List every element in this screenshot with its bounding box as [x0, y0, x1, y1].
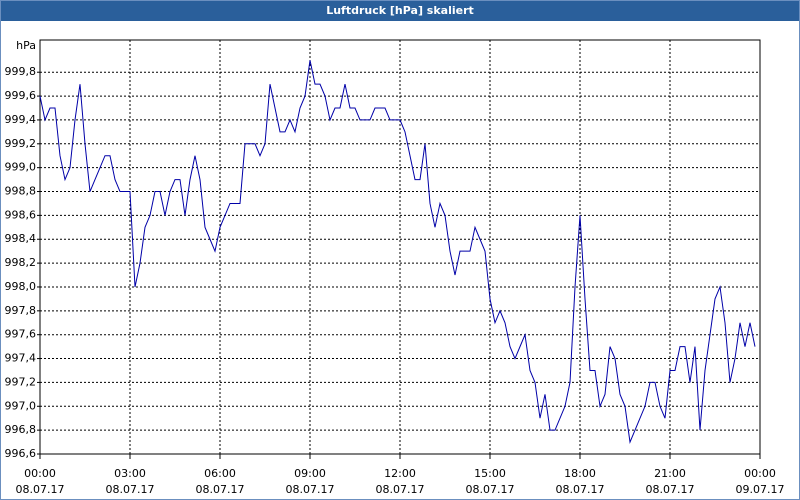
- plot-area: [40, 40, 760, 454]
- x-tick-label: 21:00: [654, 467, 686, 480]
- x-tick-label: 06:00: [204, 467, 236, 480]
- x-tick-date: 08.07.17: [646, 483, 695, 496]
- x-tick-label: 12:00: [384, 467, 416, 480]
- window-title: Luftdruck [hPa] skaliert: [1, 1, 799, 21]
- y-tick-label: 998,2: [5, 256, 37, 269]
- y-tick-label: 999,4: [5, 113, 37, 126]
- x-tick-label: 00:00: [744, 467, 776, 480]
- x-tick-date: 09.07.17: [736, 483, 785, 496]
- x-tick-label: 00:00: [24, 467, 56, 480]
- x-tick-date: 08.07.17: [106, 483, 155, 496]
- y-tick-label: 998,6: [5, 208, 37, 221]
- x-tick-date: 08.07.17: [556, 483, 605, 496]
- y-tick-label: 996,6: [5, 447, 37, 460]
- y-tick-label: 998,0: [5, 280, 37, 293]
- plot-frame: [39, 39, 761, 455]
- y-tick-label: 998,8: [5, 185, 37, 198]
- y-tick-label: 997,6: [5, 328, 37, 341]
- y-tick-label: 997,0: [5, 399, 37, 412]
- x-tick-date: 08.07.17: [376, 483, 425, 496]
- y-tick-label: 999,6: [5, 89, 37, 102]
- y-tick-label: 997,4: [5, 352, 37, 365]
- x-tick-label: 15:00: [474, 467, 506, 480]
- y-tick-label: 997,2: [5, 375, 37, 388]
- x-tick-date: 08.07.17: [466, 483, 515, 496]
- x-tick-label: 18:00: [564, 467, 596, 480]
- x-tick-date: 08.07.17: [196, 483, 245, 496]
- x-tick-date: 08.07.17: [286, 483, 335, 496]
- data-line: [39, 60, 756, 444]
- y-tick-label: 997,8: [5, 304, 37, 317]
- y-tick-label: 999,0: [5, 161, 37, 174]
- chart: hPa 996,6 996,8 997,0 997,2 997,4 997,6 997,8 9…: [5, 39, 785, 496]
- y-tick-label: 998,4: [5, 232, 37, 245]
- x-tick-date: 08.07.17: [16, 483, 65, 496]
- x-tick-label: 03:00: [114, 467, 146, 480]
- y-unit: hPa: [16, 39, 36, 52]
- x-tick-label: 09:00: [294, 467, 326, 480]
- y-tick-label: 996,8: [5, 423, 37, 436]
- y-tick-label: 999,2: [5, 137, 37, 150]
- y-tick-label: 999,8: [5, 65, 37, 78]
